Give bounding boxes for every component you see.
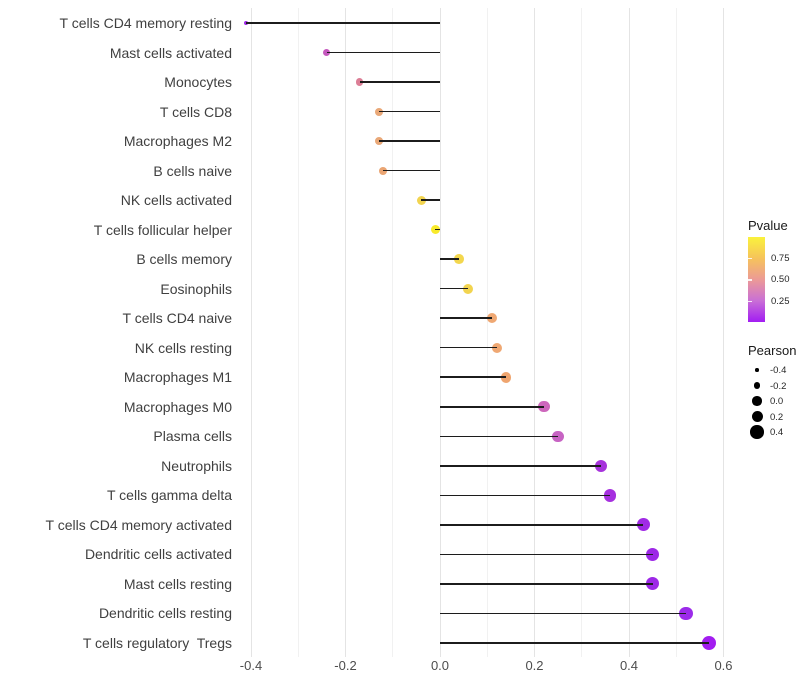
gridline-major (345, 8, 346, 657)
colorbar-tick-label: 0.50 (771, 274, 790, 285)
lollipop-stem (440, 583, 653, 585)
lollipop-stem (435, 228, 440, 231)
gridline-minor (581, 8, 583, 657)
size-legend-dot (753, 382, 761, 389)
lollipop-stem (326, 51, 440, 54)
y-axis-label: T cells gamma delta (106, 487, 232, 504)
lollipop-stem (378, 110, 440, 113)
y-axis-label: T cells CD4 naive (122, 310, 232, 327)
lollipop-stem (440, 612, 686, 615)
size-legend-dot (752, 396, 762, 406)
y-axis-label: NK cells activated (120, 192, 232, 209)
gridline-major (250, 8, 252, 657)
pearson-legend-title: Pearson (748, 343, 797, 358)
size-legend-label: 0.0 (770, 396, 784, 407)
gridline-major (534, 8, 535, 657)
lollipop-stem (440, 465, 601, 467)
lollipop-stem (440, 435, 559, 438)
x-axis-tick-label: 0.2 (525, 658, 544, 673)
lollipop-stem (383, 169, 440, 172)
y-axis-label: B cells naive (153, 162, 232, 179)
y-axis-label: T cells CD4 memory resting (59, 15, 232, 31)
gridline-minor (486, 8, 488, 657)
gridline-minor (297, 8, 299, 657)
y-axis-label: T cells CD8 (159, 103, 232, 120)
lollipop-stem (378, 140, 440, 142)
lollipop-stem (440, 287, 469, 290)
gridline-major (723, 8, 724, 657)
y-axis-label: NK cells resting (134, 339, 232, 356)
data-point (552, 430, 564, 443)
y-axis-label: Macrophages M0 (123, 398, 232, 415)
y-axis-label: Dendritic cells activated (84, 546, 232, 563)
pvalue-colorbar (748, 237, 765, 322)
y-axis-label: Mast cells resting (123, 575, 232, 592)
gridline-minor (392, 8, 394, 657)
data-point (646, 547, 660, 561)
lollipop-stem (440, 406, 544, 408)
size-legend-dot (755, 368, 759, 372)
size-legend-dot (751, 411, 763, 422)
colorbar-tick-label: 0.75 (771, 252, 790, 264)
y-axis-label: Eosinophils (160, 280, 232, 297)
data-point (646, 577, 660, 591)
size-legend-label: -0.4 (770, 365, 787, 376)
lollipop-stem (359, 81, 440, 83)
x-axis-tick-label: -0.2 (334, 658, 357, 673)
colorbar-tick (748, 257, 752, 259)
gridline-major (439, 8, 441, 657)
y-axis-label: B cells memory (136, 251, 232, 268)
x-axis-tick-label: 0.6 (714, 658, 733, 673)
lollipop-stem (440, 258, 459, 260)
size-legend-label: -0.2 (770, 380, 787, 392)
data-point (678, 606, 693, 621)
data-point (491, 342, 502, 353)
data-point (594, 459, 607, 472)
data-point (454, 254, 464, 265)
y-axis-label: Macrophages M1 (123, 369, 232, 386)
size-legend-label: 0.4 (770, 427, 784, 438)
lollipop-stem (440, 346, 497, 349)
y-axis-label: Macrophages M2 (123, 133, 232, 150)
size-legend-dot (750, 425, 764, 439)
data-point (538, 401, 550, 413)
y-axis-label: Monocytes (164, 74, 232, 91)
y-axis-label: T cells CD4 memory activated (45, 516, 232, 533)
x-axis-tick-label: 0.0 (430, 658, 450, 673)
lollipop-stem (440, 494, 611, 497)
y-axis-label: Neutrophils (161, 457, 232, 474)
colorbar-tick (748, 300, 752, 302)
lollipop-stem (440, 524, 644, 526)
data-point (500, 371, 512, 383)
y-axis-label: Dendritic cells resting (98, 605, 232, 622)
lollipop-stem (421, 199, 440, 201)
data-point (379, 166, 388, 175)
colorbar-tick (748, 279, 752, 281)
gridline-minor (675, 8, 677, 657)
y-axis-label: T cells regulatory Tregs (82, 634, 232, 651)
y-axis-label: Mast cells activated (109, 44, 232, 61)
lollipop-stem (440, 317, 492, 319)
y-axis-label: T cells follicular helper (93, 221, 232, 238)
x-axis-tick-label: -0.4 (239, 658, 263, 673)
gridline-major (628, 8, 630, 657)
pvalue-legend-title: Pvalue (748, 218, 788, 233)
data-point (702, 635, 717, 650)
size-legend-label: 0.2 (770, 411, 784, 423)
lollipop-stem (440, 642, 710, 644)
lollipop-stem (440, 553, 653, 556)
lollipop-stem (246, 22, 440, 24)
x-axis-tick-label: 0.4 (619, 658, 639, 673)
lollipop-stem (440, 376, 507, 378)
colorbar-tick-label: 0.25 (771, 295, 790, 307)
y-axis-label: Plasma cells (153, 428, 232, 445)
